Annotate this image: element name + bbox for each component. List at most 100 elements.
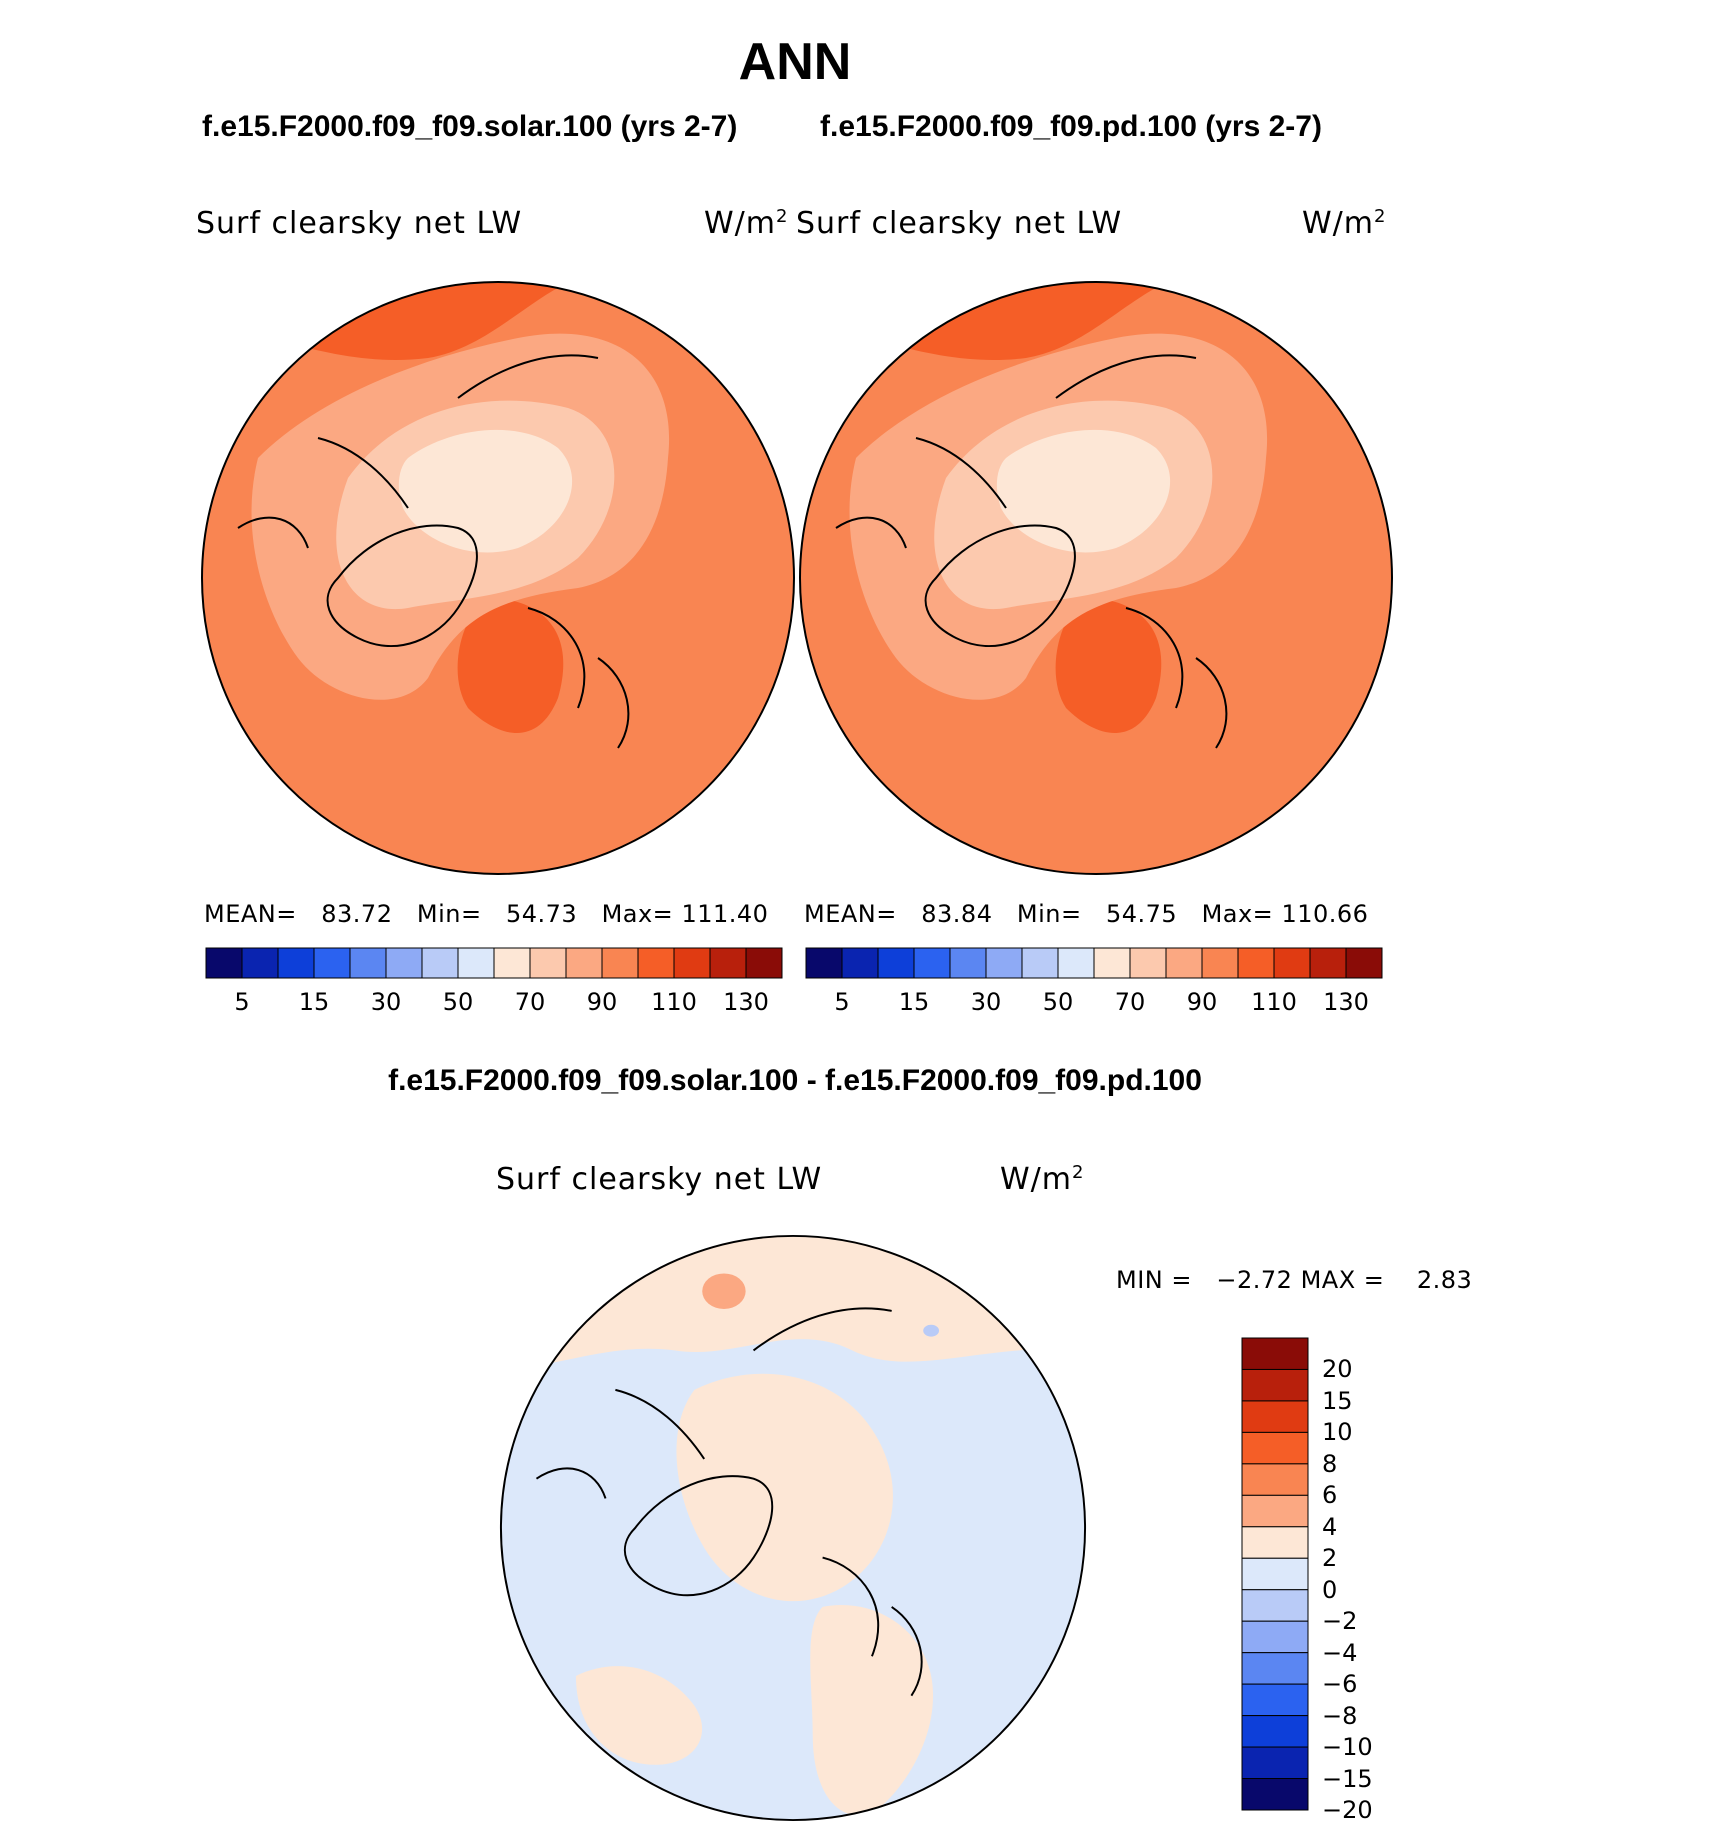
- colorbar-tick-label: −20: [1322, 1796, 1373, 1824]
- colorbar-box: [1237, 947, 1275, 979]
- colorbar-box: [241, 947, 279, 979]
- left-variable-name: Surf clearsky net LW: [196, 206, 523, 241]
- diff-field-positive-peak: [702, 1273, 746, 1309]
- coastline-greenland: [624, 1475, 774, 1597]
- colorbar-tick-label: −2: [1322, 1607, 1358, 1636]
- colorbar-box: [1241, 1652, 1309, 1685]
- diff-colorbar-ticks: 20 15 10 8 6 4 2 0 −2 −4 −6 −8 −10 −15 −20: [1322, 1338, 1402, 1824]
- colorbar-tick-label: 8: [1322, 1449, 1338, 1478]
- colorbar-tick-label: −6: [1322, 1670, 1358, 1699]
- diff-field-positive-atlantic: [575, 1666, 703, 1765]
- map-field-lightest: [398, 429, 573, 553]
- page-title: ANN: [738, 33, 852, 91]
- left-polar-map: [201, 281, 795, 875]
- colorbar-box: [949, 947, 987, 979]
- colorbar-box: [1273, 947, 1311, 979]
- coastline-greenland: [924, 524, 1076, 647]
- colorbar-tick-label: 90: [586, 988, 618, 1016]
- colorbar-box: [1057, 947, 1095, 979]
- left-case-title: f.e15.F2000.f09_f09.solar.100 (yrs 2-7): [202, 110, 738, 143]
- right-stats: MEAN= 83.84 Min= 54.75 Max= 110.66: [804, 900, 1369, 928]
- colorbar-tick-label: 50: [1042, 988, 1074, 1016]
- colorbar-tick-label: 20: [1322, 1355, 1353, 1384]
- diff-units: W/m2: [1000, 1162, 1085, 1197]
- left-units: W/m2: [704, 206, 789, 241]
- right-variable-name: Surf clearsky net LW: [796, 206, 1123, 241]
- colorbar-tick-label: 90: [1186, 988, 1218, 1016]
- colorbar-box: [1201, 947, 1239, 979]
- colorbar-tick-label: 10: [1322, 1418, 1353, 1447]
- colorbar-tick-label: 15: [898, 988, 930, 1016]
- colorbar-box: [1241, 1746, 1309, 1780]
- colorbar-tick-label: 6: [1322, 1481, 1338, 1510]
- diff-stats: MIN = −2.72 MAX = 2.83: [1116, 1266, 1473, 1294]
- colorbar-tick-label: 110: [1251, 988, 1297, 1016]
- colorbar-tick-label: 110: [651, 988, 697, 1016]
- colorbar-box: [1241, 1463, 1309, 1496]
- right-polar-map: [799, 281, 1393, 875]
- right-colorbar-ticks: 5 15 30 50 70 90 110 130: [806, 988, 1382, 1018]
- diff-polar-map: [499, 1234, 1087, 1822]
- coastline-greenland: [326, 524, 478, 647]
- colorbar-box: [1241, 1778, 1309, 1811]
- right-units: W/m2: [1302, 206, 1387, 241]
- colorbar-box: [1241, 1494, 1309, 1528]
- colorbar-box: [457, 947, 495, 979]
- diff-variable-name: Surf clearsky net LW: [496, 1162, 823, 1197]
- difference-title: f.e15.F2000.f09_f09.solar.100 - f.e15.F2…: [388, 1064, 1202, 1097]
- colorbar-box: [1241, 1620, 1309, 1654]
- colorbar-box: [565, 947, 603, 979]
- map-field-dark-atlantic: [1055, 598, 1162, 733]
- colorbar-box: [877, 947, 915, 979]
- coastlines: [835, 354, 1228, 749]
- colorbar-box: [673, 947, 711, 979]
- coastlines: [237, 354, 630, 749]
- colorbar-box: [841, 947, 879, 979]
- colorbar-tick-label: 5: [834, 988, 850, 1016]
- coastlines: [535, 1307, 923, 1697]
- colorbar-tick-label: −15: [1322, 1764, 1373, 1793]
- colorbar-tick-label: −10: [1322, 1733, 1373, 1762]
- colorbar-tick-label: 15: [298, 988, 330, 1016]
- colorbar-tick-label: 30: [370, 988, 402, 1016]
- colorbar-box: [1021, 947, 1059, 979]
- colorbar-box: [1241, 1400, 1309, 1433]
- colorbar-tick-label: 2: [1322, 1544, 1338, 1573]
- colorbar-tick-label: 50: [442, 988, 474, 1016]
- colorbar-tick-label: 130: [723, 988, 769, 1016]
- colorbar-tick-label: 30: [970, 988, 1002, 1016]
- colorbar-box: [1241, 1431, 1309, 1465]
- colorbar-box: [1345, 947, 1383, 979]
- left-stats: MEAN= 83.72 Min= 54.73 Max= 111.40: [204, 900, 769, 928]
- colorbar-box: [805, 947, 843, 979]
- colorbar-box: [637, 947, 675, 979]
- colorbar-box: [1129, 947, 1167, 979]
- colorbar-tick-label: 130: [1323, 988, 1369, 1016]
- colorbar-tick-label: −4: [1322, 1638, 1358, 1667]
- map-field-lightest: [996, 429, 1171, 553]
- colorbar-box: [1093, 947, 1131, 979]
- colorbar-box: [385, 947, 423, 979]
- colorbar-box: [529, 947, 567, 979]
- colorbar-tick-label: 5: [234, 988, 250, 1016]
- colorbar-box: [421, 947, 459, 979]
- colorbar-box: [349, 947, 387, 979]
- colorbar-box: [913, 947, 951, 979]
- colorbar-tick-label: 15: [1322, 1386, 1353, 1415]
- colorbar-box: [1241, 1526, 1309, 1559]
- colorbar-box: [709, 947, 747, 979]
- colorbar-tick-label: 4: [1322, 1512, 1338, 1541]
- colorbar-box: [277, 947, 315, 979]
- diff-field-positive-europe: [810, 1605, 934, 1816]
- colorbar-tick-label: 70: [1114, 988, 1146, 1016]
- colorbar-box: [1241, 1589, 1309, 1622]
- right-case-title: f.e15.F2000.f09_f09.pd.100 (yrs 2-7): [820, 110, 1322, 143]
- colorbar-tick-label: 70: [514, 988, 546, 1016]
- colorbar-box: [1241, 1557, 1309, 1591]
- colorbar-box: [493, 947, 531, 979]
- colorbar-box: [1165, 947, 1203, 979]
- colorbar-tick-label: −8: [1322, 1701, 1358, 1730]
- diff-field-negative-spot: [923, 1324, 940, 1337]
- colorbar-box: [205, 947, 243, 979]
- map-border: [201, 281, 795, 875]
